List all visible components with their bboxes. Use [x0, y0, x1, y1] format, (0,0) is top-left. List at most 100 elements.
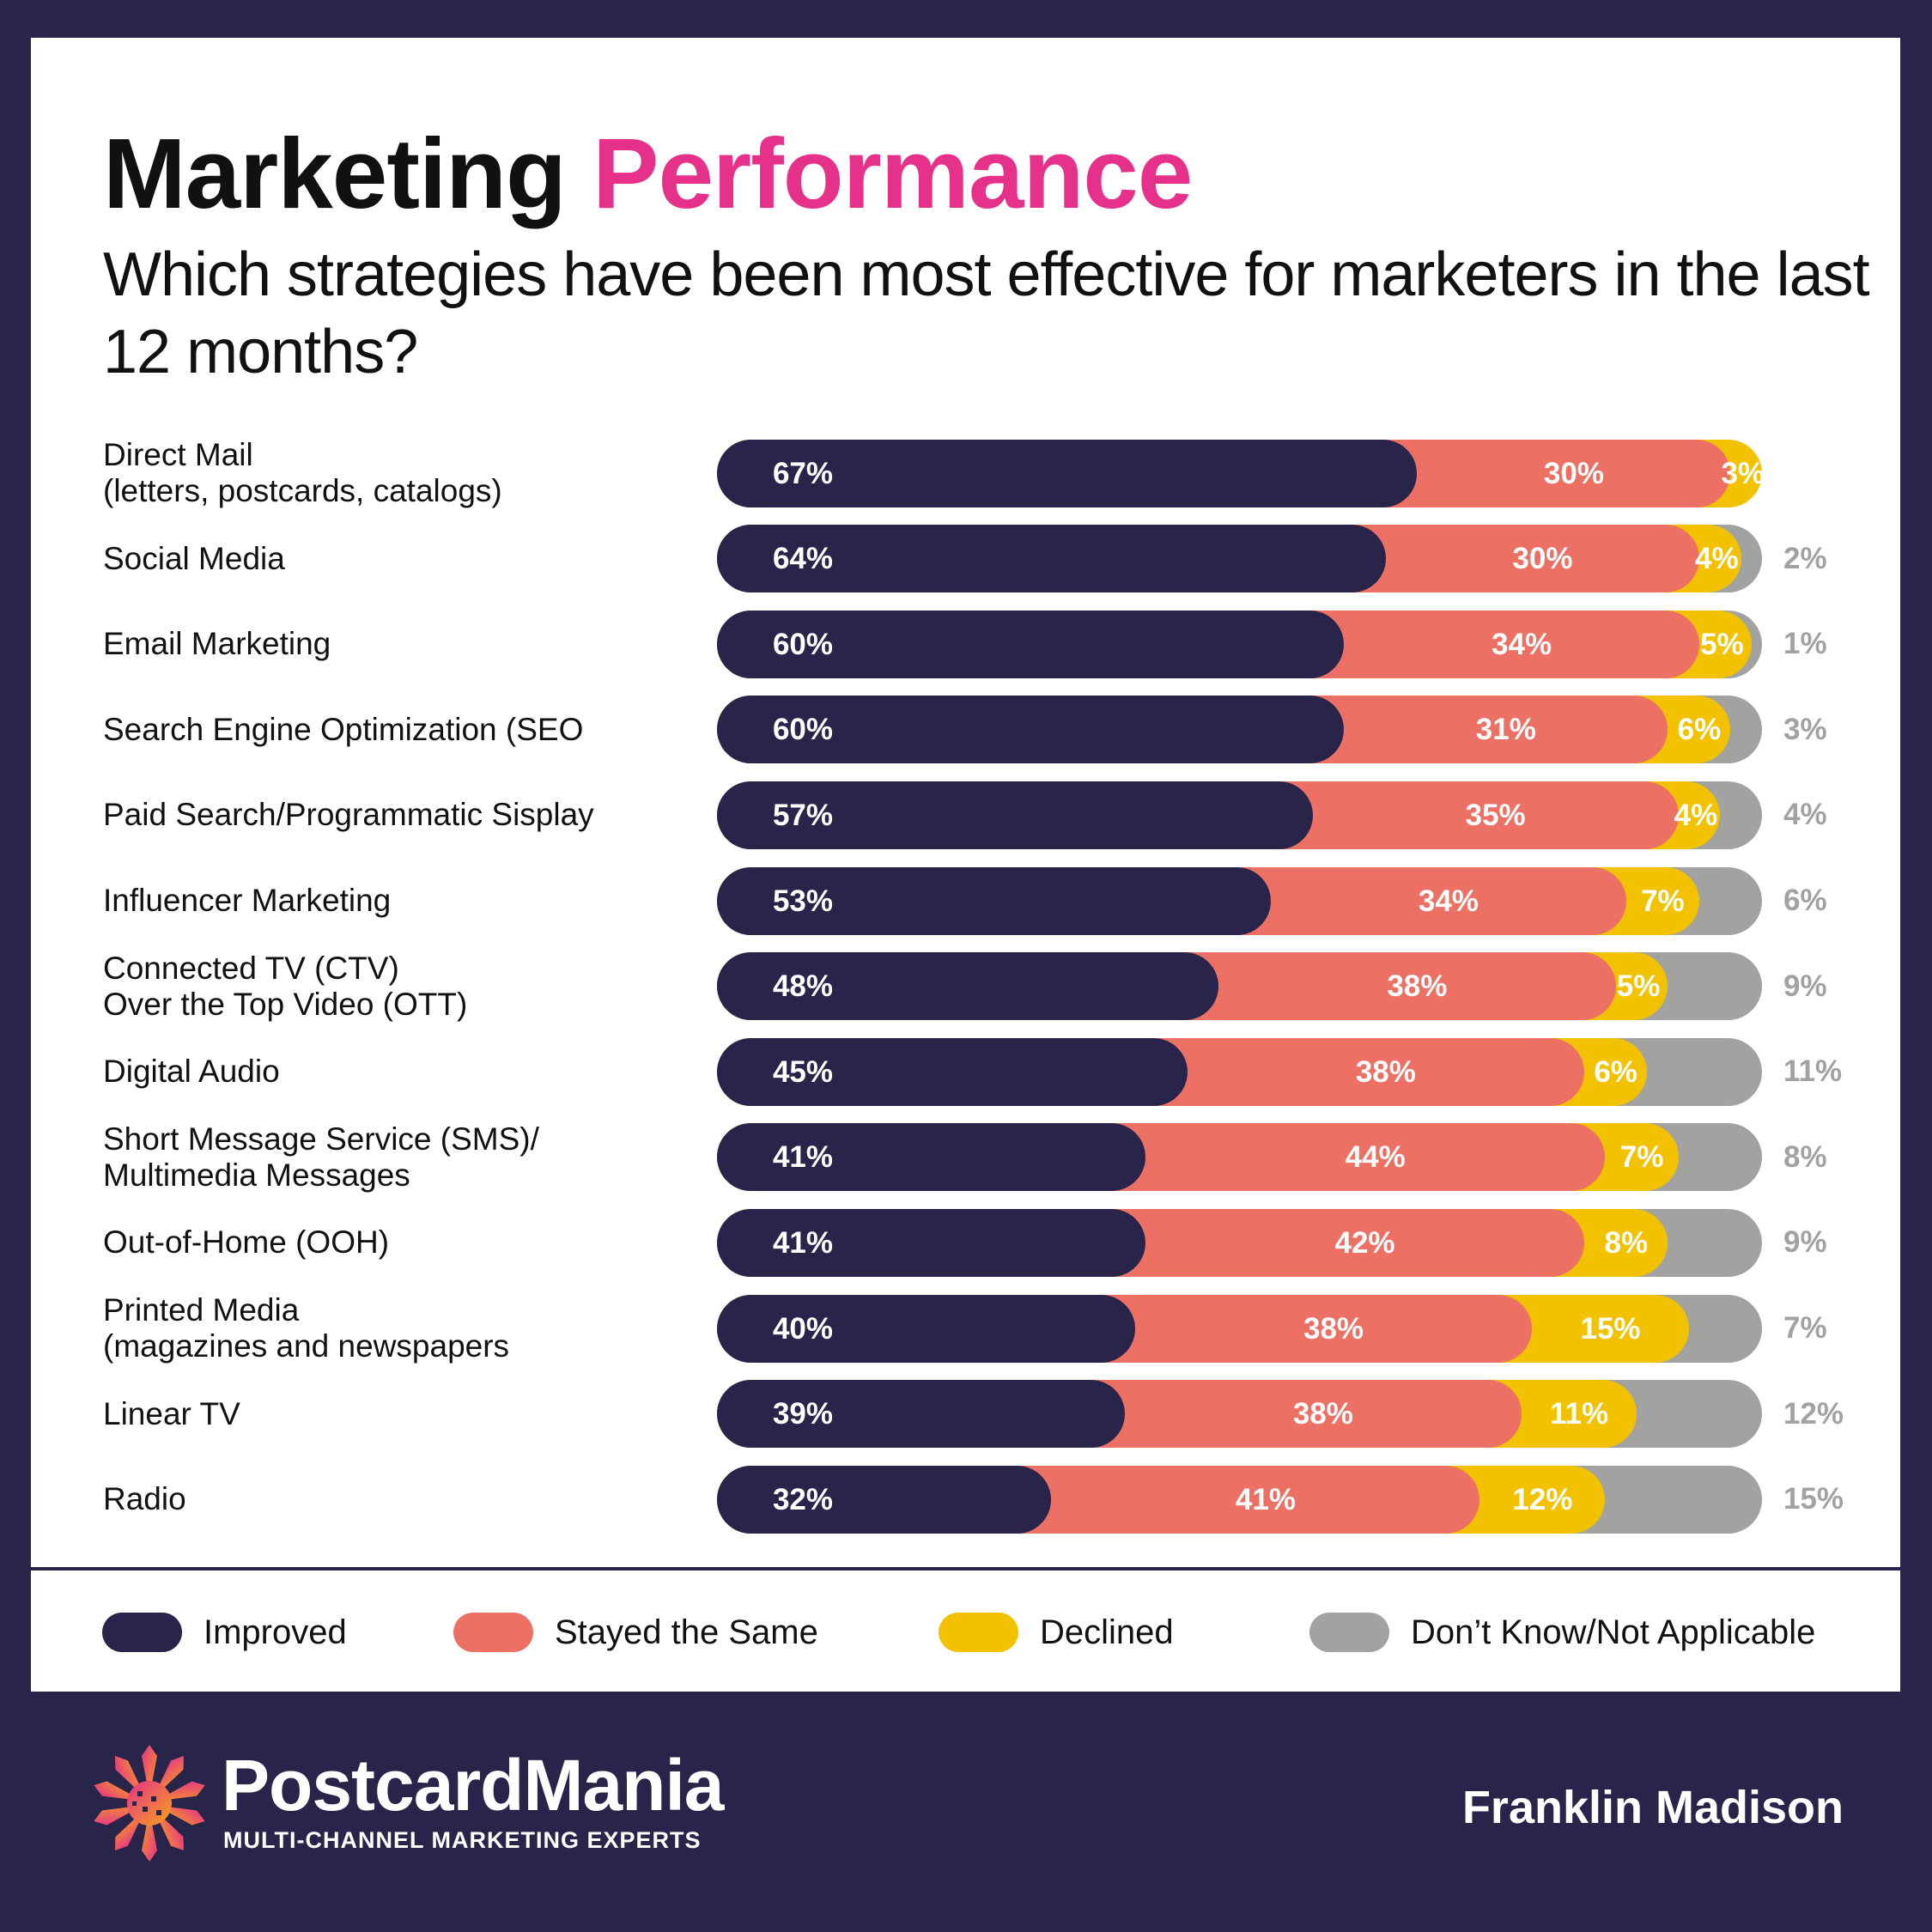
postcardmania-logo-icon: [94, 1745, 205, 1862]
row-label-line: Digital Audio: [103, 1054, 280, 1090]
bar-row: 60% 31% 6%: [717, 696, 1762, 764]
data-label-improved: 64%: [772, 542, 834, 576]
legend-swatch-same: [453, 1613, 533, 1652]
row-label-line: Printed Media: [103, 1292, 300, 1327]
data-label-declined: 7%: [1641, 884, 1685, 918]
title-main: Marketing: [103, 118, 567, 229]
data-label-improved: 60%: [772, 713, 834, 747]
data-label-improved: 67%: [772, 456, 834, 490]
data-label-dontknow: 6%: [1783, 884, 1827, 917]
data-label-dontknow: 15%: [1783, 1482, 1844, 1516]
data-label-same: 44%: [1345, 1140, 1406, 1175]
legend-improved: Improved: [102, 1613, 347, 1652]
row-label-line: Search Engine Optimization (SEO: [103, 711, 584, 747]
data-label-declined: 6%: [1594, 1054, 1637, 1089]
row-label-line: Over the Top Video (OTT): [103, 986, 468, 1022]
brand-tagline: MULTI-CHANNEL MARKETING EXPERTS: [223, 1827, 702, 1853]
bar-row: 64% 30% 4%: [717, 525, 1762, 593]
data-label-declined: 11%: [1549, 1397, 1609, 1431]
bar-row: 41% 42% 8%: [717, 1208, 1762, 1277]
bar-segment-improved: [717, 1123, 1145, 1192]
data-label-same: 42%: [1334, 1225, 1395, 1260]
bar-row: 48% 38% 5%: [717, 952, 1762, 1021]
data-label-same: 34%: [1418, 884, 1479, 918]
bar-row: 41% 44% 7%: [717, 1123, 1762, 1192]
row-label: Paid Search/Programmatic Sisplay: [103, 797, 653, 833]
data-label-declined: 4%: [1674, 798, 1718, 832]
data-label-improved: 48%: [772, 969, 834, 1004]
legend-swatch-declined: [939, 1613, 1018, 1652]
data-label-declined: 5%: [1700, 627, 1744, 661]
bar-row: 32% 41% 12%: [717, 1465, 1762, 1534]
data-label-improved: 53%: [772, 884, 834, 918]
row-label-line: Short Message Service (SMS)/: [103, 1121, 539, 1157]
legend-label: Declined: [1040, 1613, 1174, 1651]
data-label-same: 38%: [1292, 1397, 1353, 1431]
data-label-dontknow: 7%: [1783, 1311, 1827, 1345]
bar-segment-improved: [717, 1294, 1135, 1363]
data-label-dontknow: 11%: [1783, 1054, 1843, 1089]
legend-declined: Declined: [939, 1613, 1174, 1652]
row-label: Short Message Service (SMS)/Multimedia M…: [103, 1121, 653, 1194]
row-label: Linear TV: [103, 1396, 653, 1432]
row-label-line: Influencer Marketing: [103, 883, 392, 918]
data-label-same: 35%: [1465, 798, 1526, 832]
data-label-improved: 41%: [772, 1225, 834, 1260]
row-label-line: Email Marketing: [103, 626, 331, 662]
bar-segment-improved: [717, 1208, 1145, 1277]
data-label-dontknow: 12%: [1783, 1396, 1844, 1431]
legend-label: Improved: [204, 1613, 347, 1651]
bar-segment-improved: [717, 1465, 1052, 1534]
data-label-dontknow: 2%: [1783, 541, 1827, 575]
data-label-declined: 5%: [1616, 969, 1661, 1004]
bar-row: 40% 38% 15%: [717, 1294, 1762, 1363]
row-label-line: (letters, postcards, catalogs): [103, 473, 502, 508]
data-label-dontknow: 9%: [1783, 969, 1827, 1003]
row-label-line: (magazines and newspapers: [103, 1328, 510, 1364]
row-label-line: Direct Mail: [103, 437, 253, 472]
row-label: Digital Audio: [103, 1054, 653, 1090]
data-label-same: 30%: [1512, 542, 1573, 576]
row-label: Email Marketing: [103, 626, 653, 662]
data-label-same: 30%: [1543, 456, 1604, 490]
data-label-declined: 7%: [1619, 1140, 1664, 1175]
title-accent: Performance: [592, 118, 1193, 229]
legend-label: Don’t Know/Not Applicable: [1411, 1613, 1816, 1651]
data-label-same: 31%: [1475, 713, 1536, 747]
data-label-same: 38%: [1387, 969, 1448, 1004]
data-label-declined: 6%: [1677, 713, 1722, 747]
data-label-improved: 32%: [772, 1482, 834, 1516]
data-label-improved: 57%: [772, 798, 834, 832]
row-label: Influencer Marketing: [103, 883, 653, 919]
row-label: Connected TV (CTV) Over the Top Video (OT…: [103, 951, 653, 1023]
bar-row: 60% 34% 5%: [717, 610, 1762, 678]
data-label-dontknow: 9%: [1783, 1225, 1827, 1260]
row-label-line: Out-of-Home (OOH): [103, 1224, 390, 1261]
data-label-dontknow: 8%: [1783, 1139, 1827, 1174]
row-label: Search Engine Optimization (SEO: [103, 712, 653, 748]
bar-row: 57% 35% 4%: [717, 781, 1762, 849]
bar-segment-improved: [717, 1380, 1125, 1449]
bar-segment-improved: [717, 952, 1219, 1021]
bar-segment-improved: [717, 866, 1271, 935]
bar-segment-improved: [717, 696, 1345, 764]
data-label-declined: 8%: [1604, 1225, 1649, 1260]
legend-same: Stayed the Same: [453, 1613, 818, 1652]
data-label-improved: 41%: [772, 1140, 834, 1175]
row-label-line: Social Media: [103, 540, 285, 576]
data-label-declined: 3%: [1721, 456, 1765, 490]
brand-name: PostcardMania: [222, 1745, 725, 1826]
legend-swatch-dontknow: [1309, 1613, 1389, 1652]
data-label-improved: 60%: [772, 627, 834, 661]
data-label-same: 38%: [1355, 1054, 1416, 1089]
row-label: Printed Media (magazines and newspapers: [103, 1292, 653, 1364]
bar-segment-improved: [717, 610, 1345, 678]
bar-segment-improved: [717, 439, 1418, 507]
data-label-improved: 40%: [772, 1311, 834, 1346]
client-name: Franklin Madison: [1461, 1782, 1844, 1833]
bar-row: 45% 38% 6%: [717, 1037, 1762, 1106]
data-label-same: 38%: [1303, 1311, 1364, 1346]
bar-segment-improved: [717, 781, 1313, 849]
data-label-declined: 12%: [1512, 1482, 1573, 1516]
data-label-dontknow: 1%: [1783, 627, 1827, 661]
